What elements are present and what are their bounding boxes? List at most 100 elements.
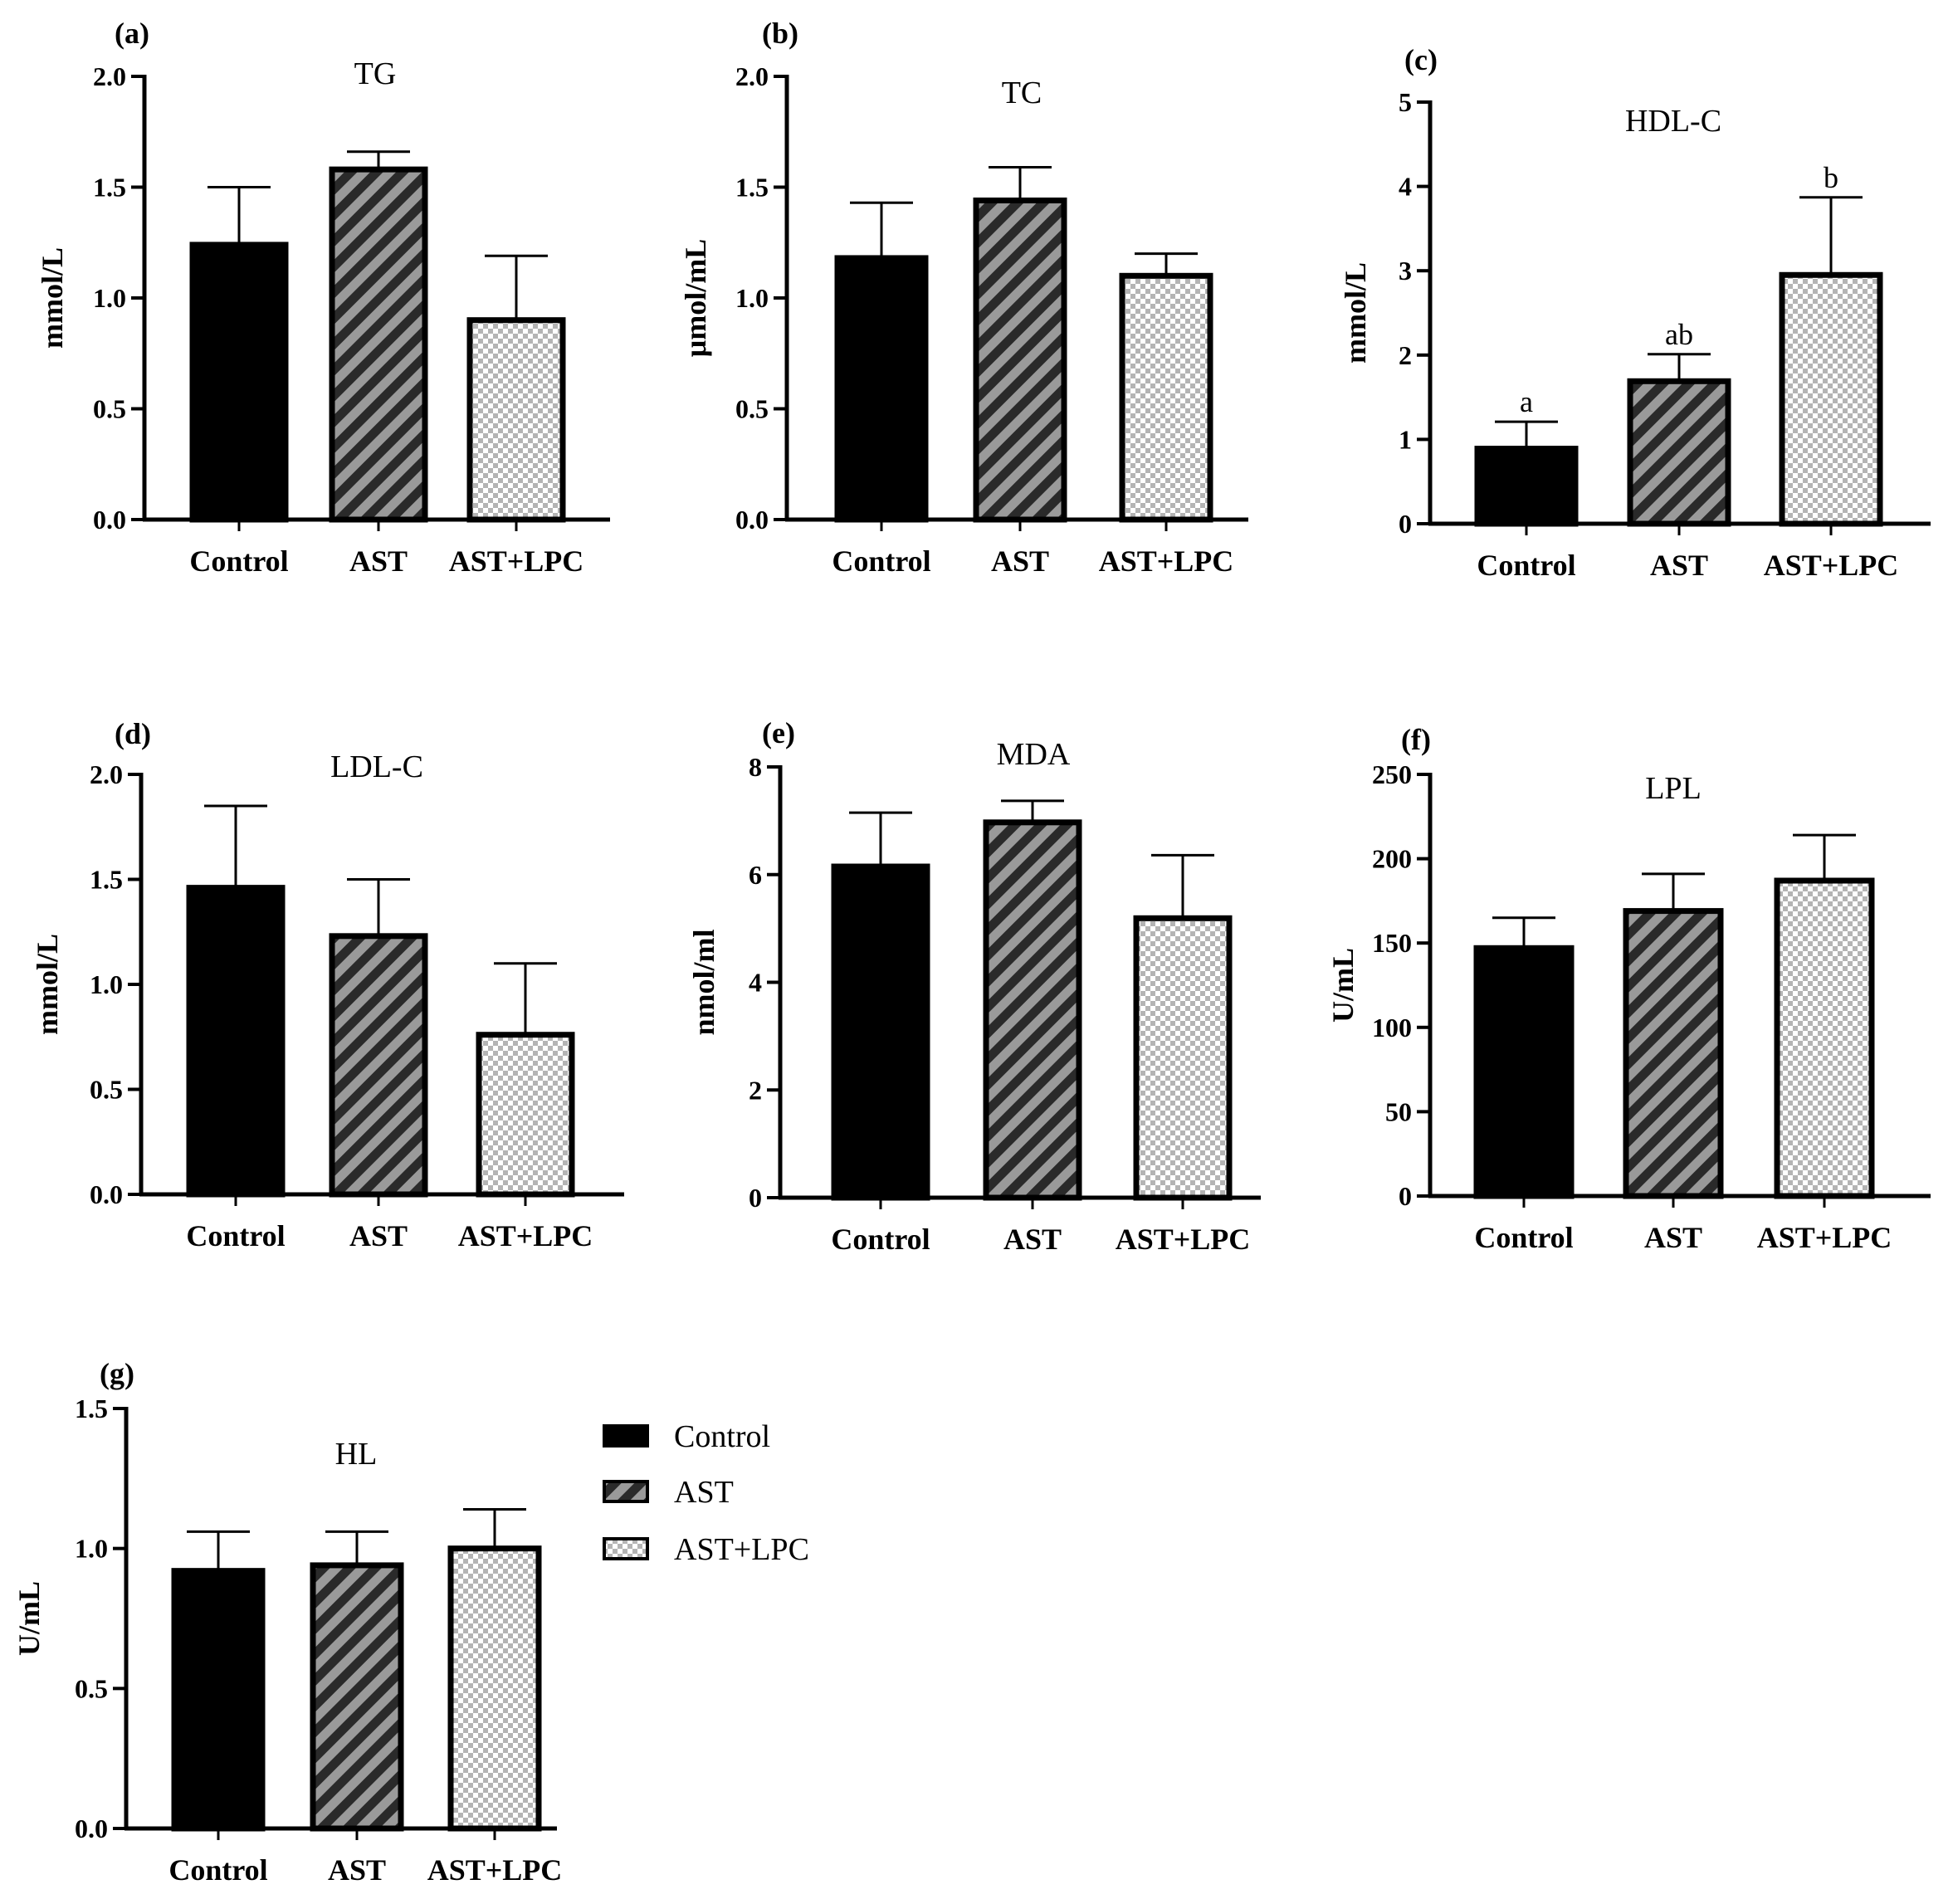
y-axis-label: U/mL xyxy=(12,1581,46,1656)
y-tick-label: 5 xyxy=(1399,87,1412,117)
panel-letter: (a) xyxy=(115,17,149,50)
y-axis-label: mmol/L xyxy=(36,247,69,349)
panels-container: (a) TG mmol/L Control AST AST+LPC 0.0 0.5 1.0 1.5… xyxy=(12,17,1931,1887)
y-tick-label: 0.5 xyxy=(735,394,769,424)
y-axis-label: mmol/L xyxy=(1339,262,1372,364)
panel-letter: (g) xyxy=(100,1357,134,1390)
chart-panel-c: (c) HDL-C mmol/L a Control ab AST b AST+LPC 0 1 2 3 4… xyxy=(1339,43,1931,582)
y-tick-label: 200 xyxy=(1372,844,1412,874)
y-tick-label: 100 xyxy=(1372,1013,1412,1042)
bar-ast xyxy=(973,198,1067,523)
legend-item-ast: AST xyxy=(603,1475,734,1510)
legend-item-ast-lpc: AST+LPC xyxy=(603,1532,809,1567)
bar-ast xyxy=(329,933,428,1198)
y-axis-label: mmol/L xyxy=(31,934,64,1035)
y-tick-label: 1.5 xyxy=(90,865,123,895)
significance-label: b xyxy=(1824,161,1838,194)
y-tick-label: 3 xyxy=(1399,256,1412,286)
bar-control xyxy=(1473,945,1575,1199)
x-tick-label: Control xyxy=(168,1853,267,1887)
legend-swatch xyxy=(603,1424,649,1448)
x-tick-label: AST xyxy=(991,544,1049,578)
chart-title: LPL xyxy=(1645,771,1702,806)
x-tick-label: AST+LPC xyxy=(1116,1223,1251,1256)
y-tick-label: 2 xyxy=(749,1075,762,1105)
bar-control xyxy=(189,242,289,523)
x-tick-label: Control xyxy=(189,544,288,578)
y-axis-label: U/mL xyxy=(1326,948,1360,1023)
x-tick-label: Control xyxy=(831,1223,930,1256)
panel-letter: (d) xyxy=(115,717,151,750)
bar-ast-lpc xyxy=(1119,272,1213,523)
y-tick-label: 50 xyxy=(1385,1096,1412,1126)
y-tick-label: 1.0 xyxy=(93,283,126,313)
chart-title: LDL-C xyxy=(330,749,423,784)
chart-title: HDL-C xyxy=(1625,104,1721,139)
y-tick-label: 1.5 xyxy=(93,173,126,203)
chart-title: TG xyxy=(354,56,397,91)
x-tick-label: Control xyxy=(832,544,930,578)
y-tick-label: 150 xyxy=(1372,928,1412,958)
bar-ast-lpc xyxy=(466,317,566,523)
chart-panel-f: (f) LPL U/mL Control AST AST+LPC 0 50 100 150 200 2… xyxy=(1326,723,1931,1254)
y-axis-label: μmol/mL xyxy=(679,239,712,357)
chart-panel-a: (a) TG mmol/L Control AST AST+LPC 0.0 0.5 1.0 1.5… xyxy=(36,17,610,578)
bar-ast-lpc xyxy=(476,1032,575,1198)
x-tick-label: AST+LPC xyxy=(1099,544,1234,578)
x-tick-label: AST+LPC xyxy=(458,1219,593,1252)
bar-ast xyxy=(1627,378,1731,527)
y-tick-label: 1.5 xyxy=(75,1394,108,1423)
legend: Control AST AST+LPC xyxy=(603,1419,809,1567)
significance-label: ab xyxy=(1665,318,1693,351)
y-tick-label: 0 xyxy=(1399,1181,1412,1211)
y-tick-label: 0.0 xyxy=(93,505,126,535)
x-tick-label: AST xyxy=(1003,1223,1062,1256)
y-tick-label: 2 xyxy=(1399,340,1412,370)
y-tick-label: 0.0 xyxy=(90,1179,123,1209)
y-tick-label: 8 xyxy=(749,752,762,782)
y-tick-label: 0 xyxy=(1399,509,1412,539)
bar-control xyxy=(831,863,930,1201)
bar-ast xyxy=(983,819,1082,1201)
y-axis-label: nmol/ml xyxy=(687,929,720,1035)
y-tick-label: 4 xyxy=(1399,172,1412,202)
bar-control xyxy=(186,885,286,1198)
panel-letter: (f) xyxy=(1401,723,1431,756)
chart-title: TC xyxy=(1002,76,1042,110)
chart-title: HL xyxy=(335,1437,378,1472)
y-tick-label: 0.0 xyxy=(75,1814,108,1843)
panel-letter: (c) xyxy=(1404,43,1438,76)
x-tick-label: AST xyxy=(349,1219,408,1252)
bar-ast xyxy=(1623,908,1724,1199)
x-tick-label: Control xyxy=(186,1219,285,1252)
bar-ast-lpc xyxy=(1779,271,1883,527)
y-tick-label: 1.0 xyxy=(735,283,769,313)
y-tick-label: 2.0 xyxy=(735,61,769,91)
chart-panel-g: (g) HL U/mL Control AST AST+LPC 0.0 0.5 1.0 1.5 xyxy=(12,1357,562,1887)
legend-label: AST+LPC xyxy=(674,1532,809,1567)
chart-panel-e: (e) MDA nmol/ml Control AST AST+LPC 0 2 4 6 8 xyxy=(687,716,1261,1256)
y-tick-label: 0.0 xyxy=(735,505,769,535)
x-tick-label: AST xyxy=(349,544,408,578)
x-tick-label: AST+LPC xyxy=(1764,549,1899,582)
x-tick-label: AST xyxy=(328,1853,386,1887)
y-tick-label: 0.5 xyxy=(93,394,126,424)
y-tick-label: 0 xyxy=(749,1183,762,1213)
y-tick-label: 1.5 xyxy=(735,173,769,203)
y-tick-label: 250 xyxy=(1372,759,1412,789)
bar-control xyxy=(171,1568,266,1832)
panel-letter: (b) xyxy=(762,17,798,50)
x-tick-label: AST xyxy=(1644,1221,1702,1254)
chart-panel-d: (d) LDL-C mmol/L Control AST AST+LPC 0.0 0.5 1.0… xyxy=(31,717,624,1252)
bar-ast xyxy=(329,166,428,523)
bar-ast-lpc xyxy=(1774,877,1875,1199)
y-tick-label: 0.5 xyxy=(90,1075,123,1105)
y-tick-label: 0.5 xyxy=(75,1673,108,1703)
bar-ast-lpc xyxy=(447,1545,542,1832)
chart-title: MDA xyxy=(997,737,1071,772)
x-tick-label: AST+LPC xyxy=(1757,1221,1892,1254)
bar-ast xyxy=(310,1562,404,1832)
panel-letter: (e) xyxy=(762,716,795,749)
x-tick-label: AST xyxy=(1650,549,1708,582)
